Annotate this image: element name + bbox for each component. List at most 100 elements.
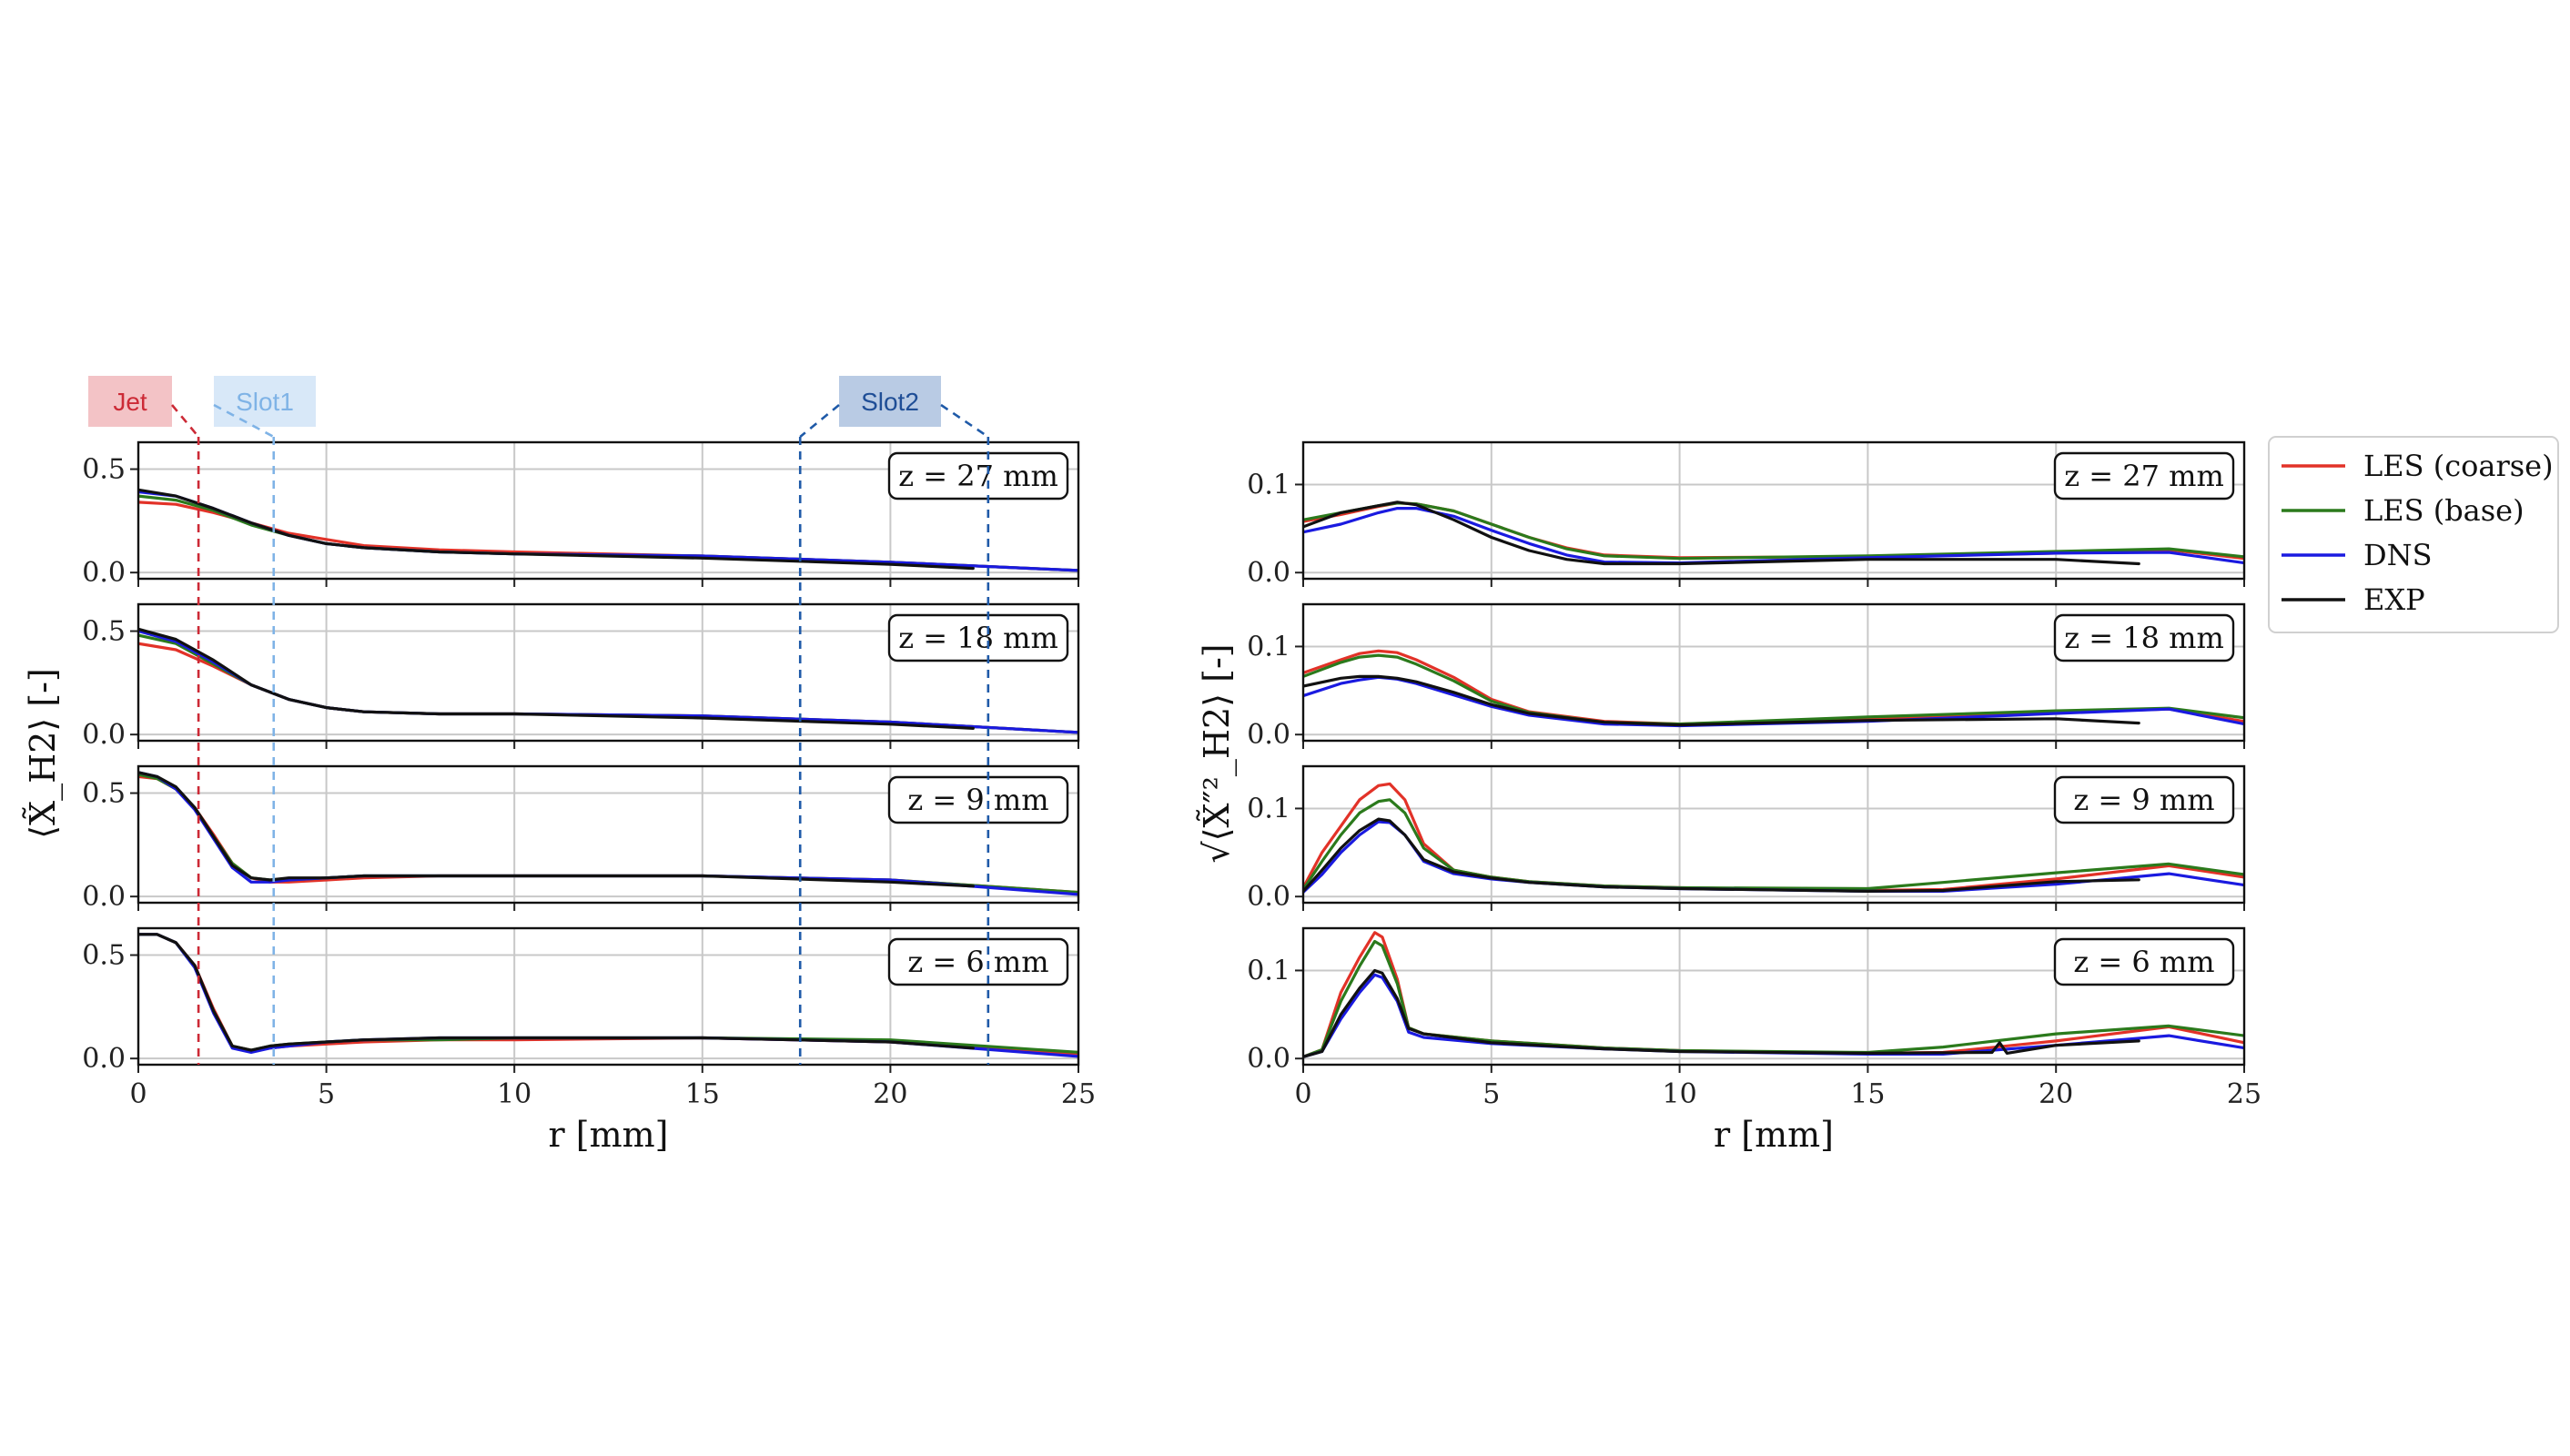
annotation-label: z = 18 mm — [2064, 621, 2224, 655]
series-exp — [138, 627, 975, 731]
annotation-box — [887, 613, 1069, 662]
y-tick-label: 0.0 — [82, 881, 126, 913]
subplot-2: 0.0 0.1 z = 18 mm — [1247, 602, 2246, 751]
series-dns — [1303, 675, 2244, 728]
x-tick-label: 5 — [318, 1078, 335, 1110]
y-tick-label: 0.0 — [1247, 719, 1290, 751]
annotation-box — [2053, 451, 2235, 500]
legend-label-exp: EXP — [2363, 582, 2425, 617]
subplot-4: 0.0 0.1 z = 6 mm 0 5 10 15 20 25 — [1247, 926, 2261, 1110]
series-les-base — [1303, 501, 2244, 561]
subplot-1: 0.0 0.5 z = 27 mm — [82, 440, 1080, 589]
y-tick-label: 0.1 — [1247, 793, 1290, 824]
y-tick-label: 0.0 — [1247, 1043, 1290, 1075]
x-tick-label: 15 — [1850, 1078, 1885, 1110]
annotation-label: z = 6 mm — [907, 945, 1048, 979]
subplot-3: 0.0 0.1 z = 9 mm — [1247, 764, 2246, 913]
x-tick-label: 15 — [685, 1078, 720, 1110]
annotation-box — [2053, 937, 2235, 986]
annotation-box — [887, 451, 1069, 500]
region-tag-box — [88, 376, 172, 427]
y-tick-label: 0.1 — [1247, 955, 1290, 986]
series-dns — [1303, 506, 2244, 565]
y-tick-label: 0.5 — [82, 940, 126, 972]
x-tick-label: 25 — [2227, 1078, 2261, 1110]
subplot-2: 0.0 0.5 z = 18 mm — [82, 602, 1080, 751]
subplot-3: 0.0 0.5 z = 9 mm — [82, 764, 1080, 913]
series-exp — [138, 933, 975, 1052]
x-tick-label: 10 — [497, 1078, 531, 1110]
series-group — [1303, 649, 2244, 728]
region-tag-label: Jet — [113, 388, 147, 416]
annotation-label: z = 27 mm — [898, 459, 1058, 493]
region-tag-label: Slot2 — [861, 388, 919, 416]
x-tick-label: 0 — [1294, 1078, 1311, 1110]
annotation-box — [2053, 775, 2235, 824]
x-tick-label: 25 — [1061, 1078, 1096, 1110]
y-axis-label: √⟨X̃″²_H2⟩ [-] — [1197, 643, 1238, 863]
right-panel: 0.0 0.1 z = 27 mm 0.0 0.1 z = 18 mm 0.0 0.1 z = … — [1197, 440, 2261, 1155]
x-tick-label: 20 — [873, 1078, 907, 1110]
region-jet: Jet — [88, 376, 200, 1065]
y-tick-label: 0.0 — [82, 557, 126, 589]
x-tick-label: 5 — [1482, 1078, 1500, 1110]
axes-frame — [1301, 440, 2246, 581]
annotation-box — [2053, 613, 2235, 662]
x-axis-label: r [mm] — [549, 1115, 669, 1155]
series-exp — [138, 771, 975, 888]
series-les-coarse — [1303, 649, 2244, 726]
subplot-1: 0.0 0.1 z = 27 mm — [1247, 440, 2246, 589]
annotation-label: z = 18 mm — [898, 621, 1058, 655]
legend-label-les-coarse: LES (coarse) — [2363, 449, 2554, 483]
series-group — [138, 933, 1078, 1058]
series-group — [138, 771, 1078, 896]
y-tick-label: 0.0 — [82, 1043, 126, 1075]
axes-frame — [137, 926, 1080, 1067]
left-panel: 0.0 0.5 z = 27 mm 0.0 0.5 z = 18 mm 0.0 0.5 z = … — [23, 440, 1096, 1155]
series-exp — [1303, 968, 2140, 1058]
axes-frame — [1301, 764, 2246, 905]
series-exp — [1303, 674, 2140, 727]
annotation-label: z = 9 mm — [2073, 783, 2214, 817]
legend: LES (coarse) LES (base) DNS EXP — [2268, 436, 2559, 633]
series-exp — [1303, 817, 2140, 894]
annotation-box — [887, 775, 1069, 824]
series-group — [138, 627, 1078, 734]
series-group — [138, 488, 1078, 572]
subplot-4: 0.0 0.5 z = 6 mm 0 5 10 15 20 25 — [82, 926, 1096, 1110]
region-slot2: Slot2 — [798, 376, 990, 1065]
x-tick-label: 10 — [1663, 1078, 1697, 1110]
region-tag-label: Slot1 — [236, 388, 294, 416]
series-exp — [138, 488, 975, 571]
region-connector — [213, 403, 275, 439]
annotation-label: z = 9 mm — [907, 783, 1048, 817]
y-tick-label: 0.0 — [1247, 881, 1290, 913]
series-group — [1303, 782, 2244, 895]
x-tick-label: 0 — [129, 1078, 147, 1110]
axes-frame — [137, 764, 1080, 905]
y-tick-label: 0.5 — [82, 778, 126, 810]
series-group — [1303, 500, 2244, 566]
region-connector — [799, 403, 840, 439]
region-connector — [940, 403, 989, 439]
series-group — [1303, 931, 2244, 1058]
legend-label-les-base: LES (base) — [2363, 493, 2524, 528]
annotation-box — [887, 937, 1069, 986]
axes-frame — [137, 440, 1080, 581]
legend-frame — [2268, 436, 2559, 633]
series-les-coarse — [138, 500, 1078, 572]
axes-frame — [1301, 602, 2246, 743]
x-tick-label: 20 — [2039, 1078, 2073, 1110]
series-les-base — [1303, 653, 2244, 726]
y-tick-label: 0.5 — [82, 616, 126, 648]
y-axis-label: ⟨X̃_H2⟩ [-] — [23, 668, 64, 839]
y-tick-label: 0.0 — [82, 719, 126, 751]
annotation-label: z = 6 mm — [2073, 945, 2214, 979]
region-connector — [171, 404, 200, 438]
region-markers: Jet Slot1 Slot2 — [88, 376, 990, 1065]
y-tick-label: 0.1 — [1247, 469, 1290, 500]
y-tick-label: 0.5 — [82, 454, 126, 486]
x-axis-label: r [mm] — [1714, 1115, 1834, 1155]
axes-frame — [1301, 926, 2246, 1067]
